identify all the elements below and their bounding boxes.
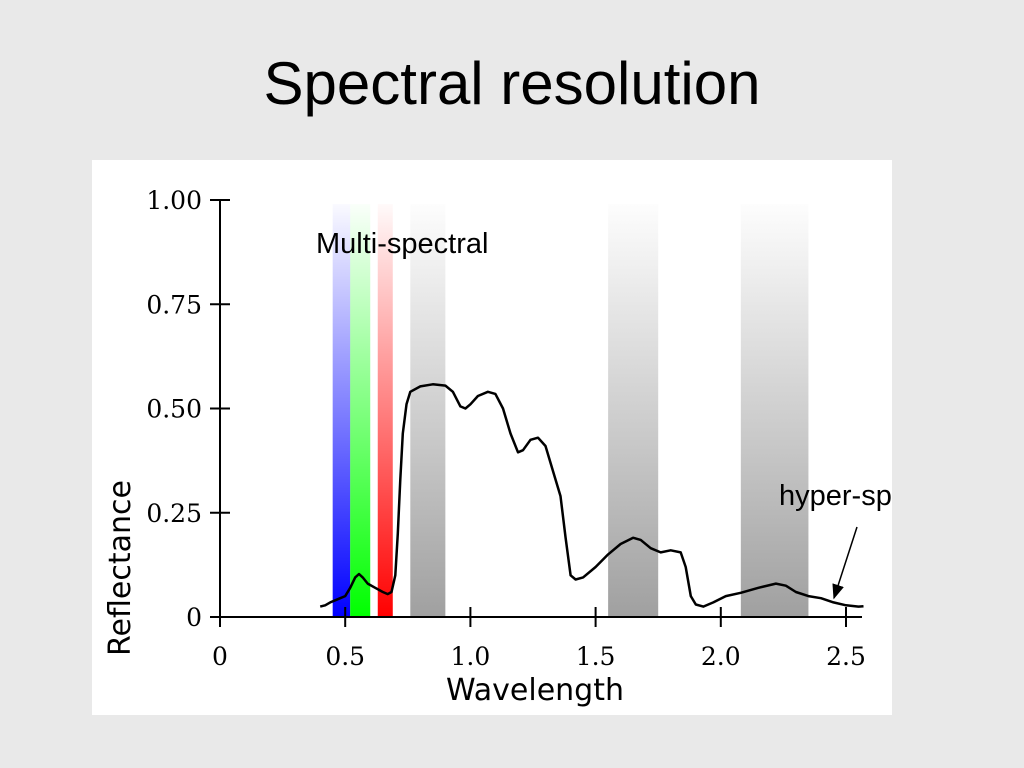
spectral-band-5 (740, 204, 809, 617)
reflectance-curve (319, 383, 864, 608)
x-tick-label: 1.0 (451, 642, 491, 671)
spectral-band-3 (410, 204, 446, 617)
x-tick-label: 0.5 (325, 642, 365, 671)
spectral-band-0 (332, 204, 351, 617)
y-tick-label: 0.75 (146, 290, 202, 319)
x-axis-label: Wavelength (446, 673, 624, 708)
y-axis-label: Reflectance (103, 480, 138, 656)
y-tick-label: 0 (186, 603, 202, 632)
x-tick-label: 2.5 (826, 642, 866, 671)
spectral-band-4 (608, 204, 659, 617)
spectral-bands (332, 204, 809, 617)
chart-panel: 0 0.25 0.50 0.75 1.00 0 0.5 1.0 1.5 2.0 2.5 Reflec… (92, 160, 892, 715)
x-tick-label: 2.0 (701, 642, 741, 671)
annotation-multi-spectral: Multi-spectral (316, 228, 488, 260)
y-tick-label: 0.25 (146, 499, 202, 528)
annotation-hyper-spectral: hyper-spectral (779, 480, 892, 512)
series-layer (319, 383, 864, 608)
axes: 0 0.25 0.50 0.75 1.00 0 0.5 1.0 1.5 2.0 2.5 (146, 186, 866, 671)
spectral-band-2 (377, 204, 393, 617)
slide-title: Spectral resolution (263, 50, 761, 117)
spectral-band-1 (350, 204, 371, 617)
y-tick-label: 0.50 (146, 395, 202, 424)
y-tick-label: 1.00 (146, 186, 202, 215)
x-tick-label: 0 (212, 642, 228, 671)
reflectance-chart: 0 0.25 0.50 0.75 1.00 0 0.5 1.0 1.5 2.0 2.5 Reflec… (103, 186, 892, 708)
annotation-arrow (832, 526, 858, 600)
x-tick-label: 1.5 (576, 642, 616, 671)
